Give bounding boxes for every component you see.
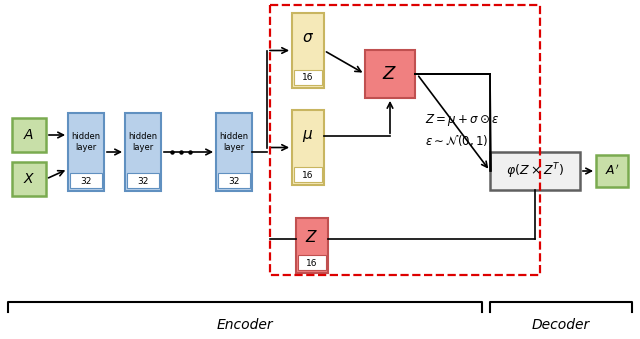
Bar (270, 5, 540, 275)
Bar (296, 218, 328, 273)
Bar (298, 255, 326, 270)
Bar (12, 118, 46, 152)
Text: $\varepsilon \sim \mathcal{N}(0, 1)$: $\varepsilon \sim \mathcal{N}(0, 1)$ (425, 133, 488, 147)
Bar (292, 110, 324, 185)
Text: hidden
layer: hidden layer (129, 132, 157, 152)
Bar (12, 162, 46, 196)
Text: $Z = \mu + \sigma \odot \varepsilon$: $Z = \mu + \sigma \odot \varepsilon$ (425, 112, 499, 128)
Text: $\mu$: $\mu$ (302, 128, 314, 144)
Text: 16: 16 (307, 259, 317, 267)
Text: 32: 32 (138, 177, 148, 185)
Text: $X$: $X$ (23, 172, 35, 186)
Bar (294, 167, 322, 182)
Text: Decoder: Decoder (532, 318, 590, 332)
Text: $A'$: $A'$ (605, 164, 619, 178)
Bar (218, 173, 250, 188)
Text: $A$: $A$ (24, 128, 35, 142)
Bar (68, 113, 104, 191)
Text: $\sigma$: $\sigma$ (302, 29, 314, 44)
Text: 16: 16 (302, 74, 314, 82)
Bar (365, 50, 415, 98)
Bar (216, 113, 252, 191)
Bar (292, 13, 324, 88)
Text: 16: 16 (302, 171, 314, 179)
Bar (596, 155, 628, 187)
Text: $Z$: $Z$ (383, 65, 397, 83)
Text: hidden
layer: hidden layer (220, 132, 248, 152)
Bar (70, 173, 102, 188)
Text: $Z$: $Z$ (305, 230, 319, 245)
Bar (125, 113, 161, 191)
Text: 32: 32 (80, 177, 92, 185)
Bar (127, 173, 159, 188)
Bar (490, 152, 580, 190)
Text: 32: 32 (228, 177, 240, 185)
Bar (294, 70, 322, 85)
Text: $\varphi(Z \times Z^T)$: $\varphi(Z \times Z^T)$ (506, 161, 564, 181)
Text: Encoder: Encoder (217, 318, 273, 332)
Text: hidden
layer: hidden layer (72, 132, 100, 152)
